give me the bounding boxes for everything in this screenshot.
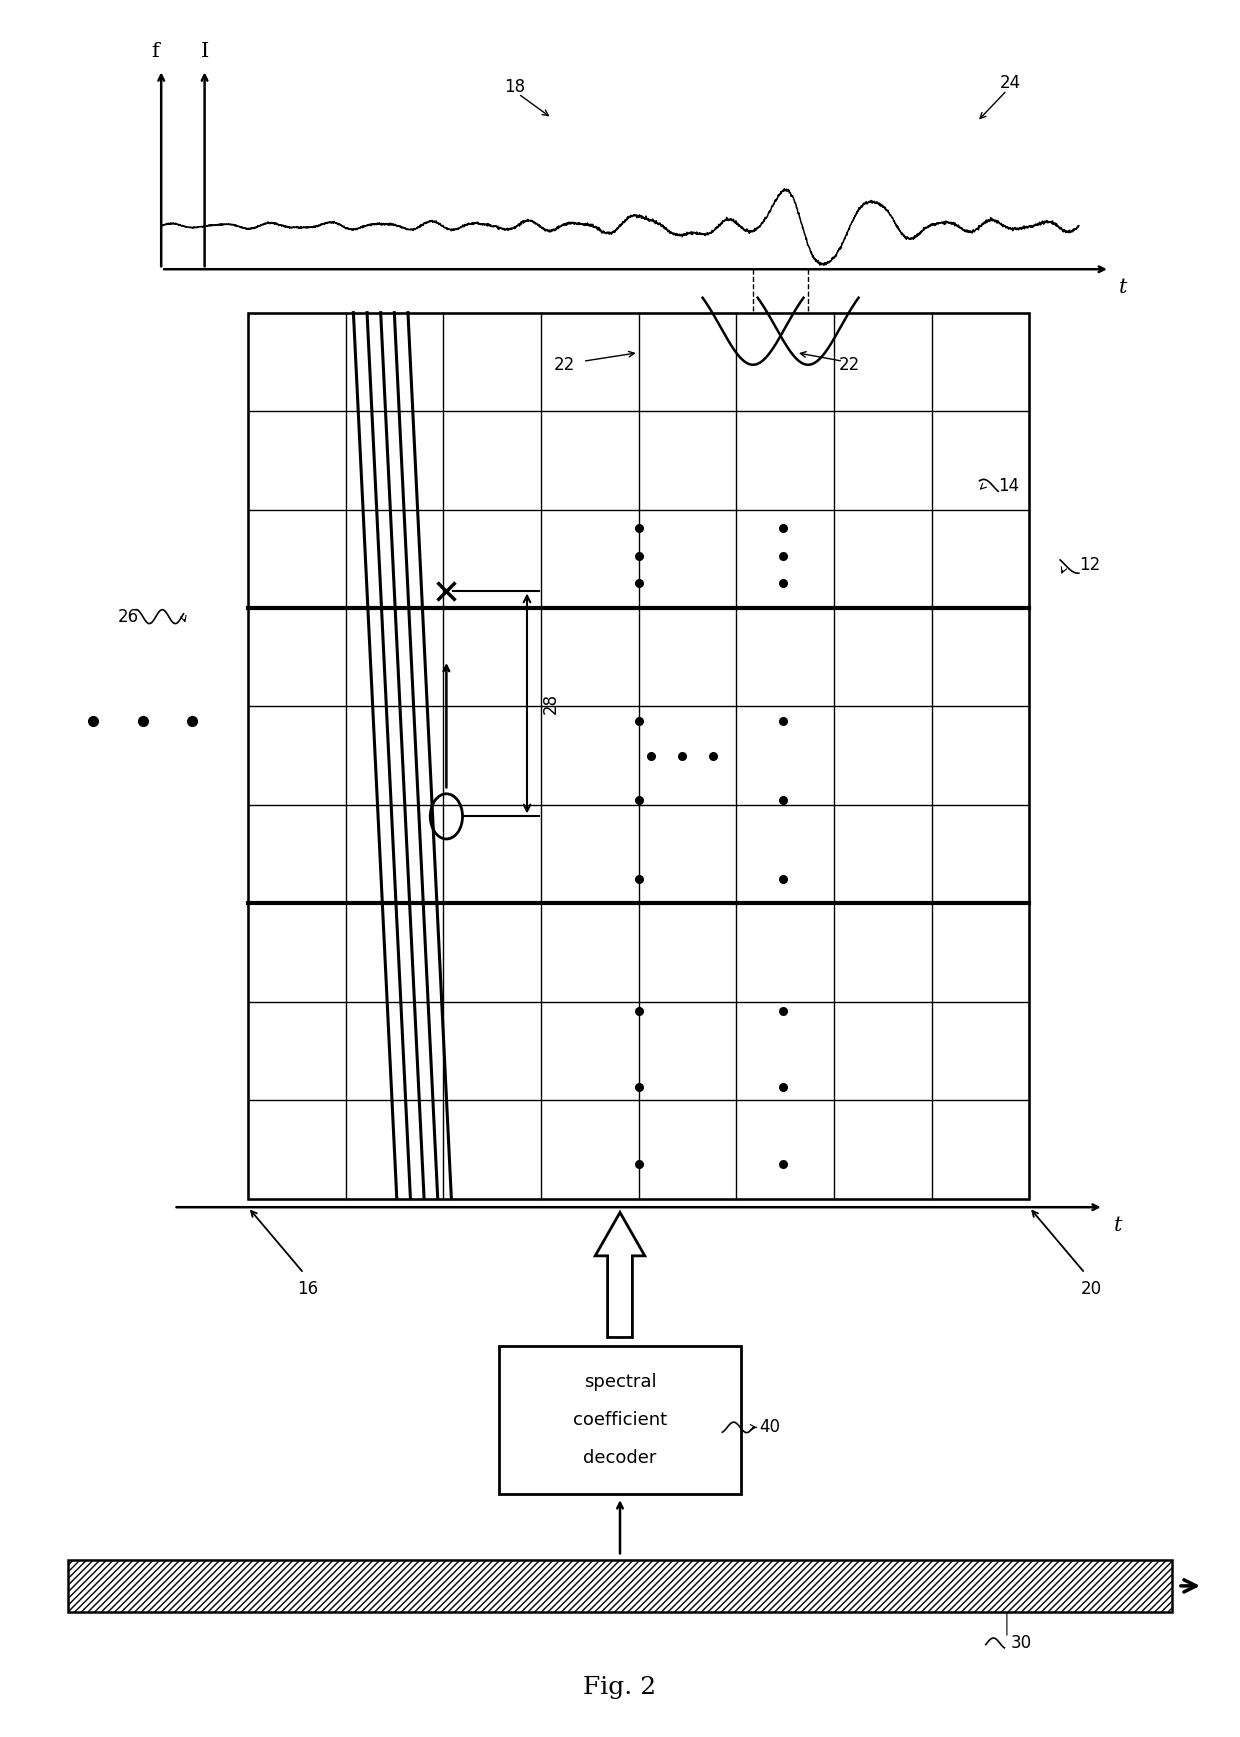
- FancyArrow shape: [595, 1212, 645, 1337]
- Text: coefficient: coefficient: [573, 1410, 667, 1430]
- Text: decoder: decoder: [583, 1449, 657, 1468]
- Text: 22: 22: [553, 356, 575, 373]
- Bar: [498, 1346, 740, 1494]
- Bar: [248, 313, 1029, 1199]
- Text: 28: 28: [542, 693, 560, 714]
- Text: 12: 12: [1079, 556, 1100, 573]
- Text: f: f: [151, 42, 159, 61]
- Text: 24: 24: [999, 75, 1022, 92]
- Bar: [68, 1560, 1172, 1612]
- Text: 26: 26: [118, 608, 139, 625]
- Text: spectral: spectral: [584, 1372, 656, 1391]
- Text: I: I: [201, 42, 208, 61]
- Text: 22: 22: [838, 356, 861, 373]
- Text: t: t: [1118, 278, 1127, 297]
- Text: 16: 16: [296, 1280, 319, 1298]
- Text: Fig. 2: Fig. 2: [584, 1676, 656, 1699]
- Text: t: t: [1114, 1216, 1122, 1235]
- Text: 20: 20: [1080, 1280, 1102, 1298]
- Text: 30: 30: [1011, 1635, 1032, 1652]
- Text: 40: 40: [759, 1419, 780, 1436]
- Text: 18: 18: [503, 78, 526, 96]
- Text: 14: 14: [998, 478, 1019, 495]
